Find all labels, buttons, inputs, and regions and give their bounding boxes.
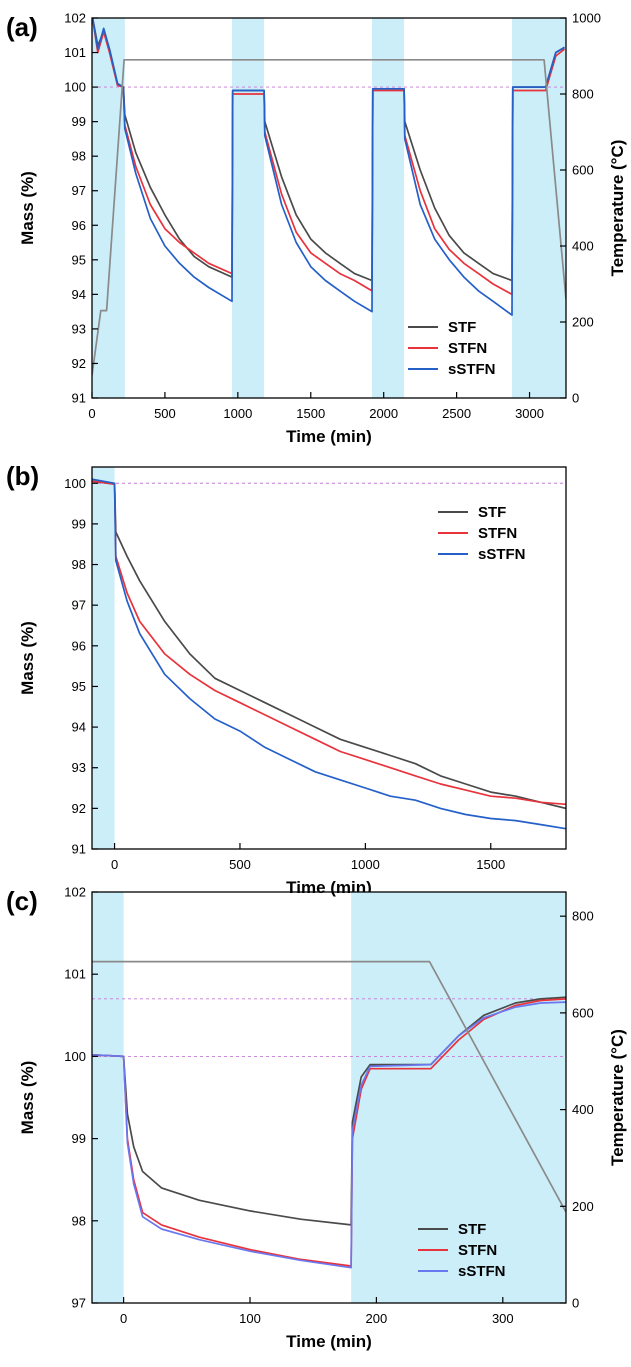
legend: STF STFN sSTFN	[418, 1221, 506, 1280]
panel-label: (b)	[6, 461, 39, 491]
y-axis-label: Mass (%)	[18, 1061, 37, 1135]
shaded-region	[92, 892, 124, 1303]
y-tick-label: 100	[64, 1049, 86, 1064]
x-axis-label: Time (min)	[286, 1332, 372, 1351]
legend-label: sSTFN	[448, 361, 496, 378]
y2-tick-label: 800	[572, 87, 594, 102]
x-tick-label: 0	[88, 406, 95, 421]
y-tick-label: 91	[72, 391, 86, 406]
shaded-region	[372, 18, 405, 398]
legend-label: STFN	[448, 340, 487, 357]
y-tick-label: 91	[72, 842, 86, 857]
y-tick-label: 99	[72, 114, 86, 129]
y-tick-label: 102	[64, 885, 86, 900]
x-tick-label: 1500	[296, 406, 325, 421]
legend-label: STF	[478, 504, 506, 521]
x-tick-label: 3000	[515, 406, 544, 421]
x-axis-label: Time (min)	[286, 427, 372, 446]
y-tick-label: 98	[72, 557, 86, 572]
y-tick-label: 99	[72, 1131, 86, 1146]
y-tick-label: 101	[64, 967, 86, 982]
series-line-stf	[92, 480, 566, 810]
series-line-sstfn	[92, 478, 566, 830]
y-axis-label: Mass (%)	[18, 171, 37, 245]
y-tick-label: 97	[72, 598, 86, 613]
x-tick-label: 100	[239, 1311, 261, 1326]
x-tick-label: 2500	[442, 406, 471, 421]
series-line-sstfn	[92, 18, 565, 316]
series-line-sstfn	[92, 1001, 566, 1269]
y-axis-label: Mass (%)	[18, 621, 37, 695]
y2-tick-label: 400	[572, 1102, 594, 1117]
x-tick-label: 500	[229, 857, 251, 872]
legend-label: STF	[448, 319, 476, 336]
y2-tick-label: 0	[572, 1296, 579, 1311]
x-tick-label: 1000	[223, 406, 252, 421]
y-tick-label: 93	[72, 760, 86, 775]
y-tick-label: 94	[72, 287, 86, 302]
y-tick-label: 102	[64, 11, 86, 26]
legend-label: sSTFN	[478, 546, 526, 563]
series-line-stfn	[92, 18, 566, 296]
panel-label: (a)	[6, 12, 38, 42]
y-tick-label: 96	[72, 218, 86, 233]
shaded-region	[92, 467, 115, 849]
y-tick-label: 101	[64, 45, 86, 60]
y2-tick-label: 600	[572, 1005, 594, 1020]
x-tick-label: 0	[120, 1311, 127, 1326]
x-tick-label: 2000	[369, 406, 398, 421]
y-tick-label: 100	[64, 476, 86, 491]
y2-tick-label: 200	[572, 1199, 594, 1214]
x-tick-label: 200	[366, 1311, 388, 1326]
plot-frame	[91, 17, 567, 399]
legend-label: sSTFN	[458, 1263, 506, 1280]
y-tick-label: 99	[72, 516, 86, 531]
y-tick-label: 98	[72, 149, 86, 164]
y-tick-label: 92	[72, 356, 86, 371]
y-tick-label: 95	[72, 252, 86, 267]
y-tick-label: 97	[72, 183, 86, 198]
chart-panel-1: 0 500 1000 1500 2000 2500 30009192939495969798…	[6, 11, 627, 447]
series-line-temperature	[92, 960, 566, 1213]
y2-tick-label: 1000	[572, 11, 601, 26]
legend: STF STFN sSTFN	[438, 504, 526, 563]
series-line-stfn	[92, 480, 566, 806]
legend-label: STF	[458, 1221, 486, 1238]
y2-axis-label: Temperature (°C)	[608, 140, 627, 277]
x-tick-label: 500	[154, 406, 176, 421]
y2-tick-label: 800	[572, 909, 594, 924]
shaded-region	[232, 18, 265, 398]
plot-frame	[91, 891, 567, 1304]
panel-label: (c)	[6, 886, 38, 916]
y-tick-label: 94	[72, 720, 86, 735]
y-tick-label: 95	[72, 679, 86, 694]
y2-tick-label: 400	[572, 239, 594, 254]
y2-tick-label: 0	[572, 391, 579, 406]
x-tick-label: 300	[492, 1311, 514, 1326]
y-tick-label: 96	[72, 638, 86, 653]
y-tick-label: 97	[72, 1296, 86, 1311]
legend-label: STFN	[478, 525, 517, 542]
legend: STF STFN sSTFN	[408, 319, 496, 378]
x-tick-label: 1500	[476, 857, 505, 872]
x-tick-label: 1000	[351, 857, 380, 872]
y-tick-label: 93	[72, 321, 86, 336]
shaded-region	[351, 892, 566, 1303]
y2-tick-label: 600	[572, 163, 594, 178]
y-tick-label: 92	[72, 801, 86, 816]
y-tick-label: 98	[72, 1213, 86, 1228]
y-tick-label: 100	[64, 80, 86, 95]
legend-label: STFN	[458, 1242, 497, 1259]
x-tick-label: 0	[111, 857, 118, 872]
series-line-temperature	[92, 58, 566, 376]
series-line-stf	[92, 18, 565, 282]
chart-panel-3: 0 100 200 300 97 98 99 100 101 102 0 200 400 600 800 Ti…	[6, 885, 627, 1352]
y2-axis-label: Temperature (°C)	[608, 1029, 627, 1166]
y2-tick-label: 200	[572, 315, 594, 330]
plot-frame	[91, 466, 567, 850]
